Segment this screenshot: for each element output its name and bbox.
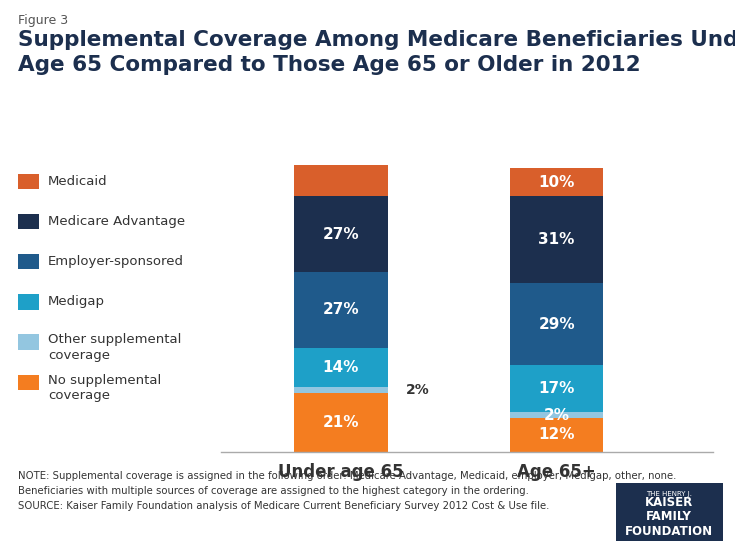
Text: 2%: 2%	[406, 383, 429, 397]
Text: 12%: 12%	[538, 428, 575, 442]
Text: 21%: 21%	[323, 415, 359, 430]
Text: 17%: 17%	[539, 381, 575, 396]
Text: SOURCE: Kaiser Family Foundation analysis of Medicare Current Beneficiary Survey: SOURCE: Kaiser Family Foundation analysi…	[18, 501, 550, 511]
Bar	[510, 196, 603, 283]
Bar	[510, 365, 603, 413]
Text: coverage: coverage	[48, 349, 110, 362]
Text: 14%: 14%	[323, 360, 359, 375]
Text: 27%: 27%	[323, 226, 359, 242]
Text: Employer-sponsored: Employer-sponsored	[48, 255, 184, 268]
Text: Medigap: Medigap	[48, 295, 105, 309]
Text: Medicare Advantage: Medicare Advantage	[48, 215, 185, 228]
Text: 2%: 2%	[544, 408, 570, 423]
Text: Beneficiaries with multiple sources of coverage are assigned to the highest cate: Beneficiaries with multiple sources of c…	[18, 486, 529, 496]
Text: coverage: coverage	[48, 389, 110, 402]
Text: 31%: 31%	[539, 232, 575, 247]
Bar	[510, 168, 603, 196]
Bar	[294, 348, 387, 387]
Bar	[510, 413, 603, 418]
Bar	[294, 387, 387, 393]
Text: Medicaid: Medicaid	[48, 175, 107, 188]
Text: Supplemental Coverage Among Medicare Beneficiaries Under: Supplemental Coverage Among Medicare Ben…	[18, 30, 735, 50]
Bar	[510, 283, 603, 365]
Bar	[294, 98, 387, 196]
Text: NOTE: Supplemental coverage is assigned in the following order: Medicare Advanta: NOTE: Supplemental coverage is assigned …	[18, 471, 677, 481]
Bar	[510, 418, 603, 452]
Text: 29%: 29%	[538, 316, 575, 332]
Text: THE HENRY J.: THE HENRY J.	[646, 490, 692, 496]
Text: Age 65 Compared to Those Age 65 or Older in 2012: Age 65 Compared to Those Age 65 or Older…	[18, 55, 641, 75]
Text: No supplemental: No supplemental	[48, 374, 161, 387]
Text: 10%: 10%	[539, 175, 575, 190]
Text: Other supplemental: Other supplemental	[48, 333, 181, 347]
Bar	[294, 393, 387, 452]
Text: 35%: 35%	[323, 139, 359, 154]
Text: Figure 3: Figure 3	[18, 14, 68, 27]
Text: 27%: 27%	[323, 302, 359, 317]
Bar	[294, 196, 387, 272]
Bar	[294, 272, 387, 348]
Text: KAISER
FAMILY
FOUNDATION: KAISER FAMILY FOUNDATION	[625, 496, 713, 538]
